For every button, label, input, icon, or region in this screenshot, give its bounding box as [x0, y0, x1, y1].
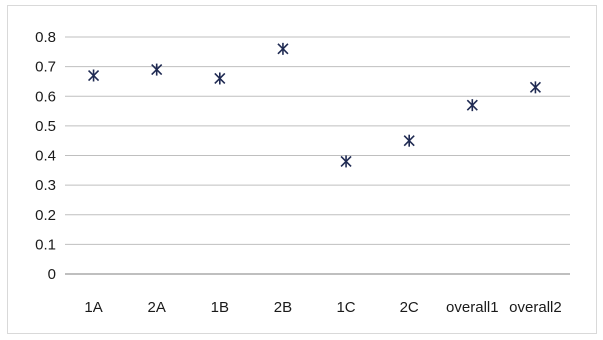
chart-frame — [7, 5, 597, 334]
x-tick-label: 2A — [148, 299, 166, 316]
x-tick-label: 1A — [84, 299, 102, 316]
x-axis-ticks: 1A 2A 1B 2B 1C 2C overall1 overall2 — [84, 299, 561, 316]
data-point-2B — [277, 42, 289, 55]
data-point-1C — [340, 155, 352, 168]
x-tick-label: 1C — [336, 299, 355, 316]
x-tick-label: 2C — [400, 299, 419, 316]
x-tick-label: overall1 — [446, 299, 499, 316]
x-tick-label: 1B — [211, 299, 229, 316]
data-points — [87, 42, 542, 168]
x-tick-label: overall2 — [509, 299, 562, 316]
data-point-2A — [151, 63, 163, 76]
y-tick-label: 0.1 — [35, 236, 56, 253]
y-tick-label: 0.3 — [35, 177, 56, 194]
data-point-overall1 — [466, 99, 478, 112]
data-point-2C — [403, 134, 415, 147]
y-tick-label: 0.5 — [35, 118, 56, 135]
y-tick-label: 0.6 — [35, 88, 56, 105]
data-point-1A — [87, 69, 100, 82]
y-tick-label: 0.7 — [35, 59, 56, 76]
y-tick-label: 0.2 — [35, 207, 56, 224]
data-point-1B — [214, 72, 226, 85]
gridlines — [65, 36, 570, 275]
y-axis-ticks: 0 0.1 0.2 0.3 0.4 0.5 0.6 0.7 0.8 — [35, 29, 56, 283]
y-tick-label: 0 — [48, 266, 56, 283]
data-point-overall2 — [529, 81, 542, 94]
y-tick-label: 0.4 — [35, 148, 56, 165]
x-tick-label: 2B — [274, 299, 292, 316]
y-tick-label: 0.8 — [35, 29, 56, 46]
